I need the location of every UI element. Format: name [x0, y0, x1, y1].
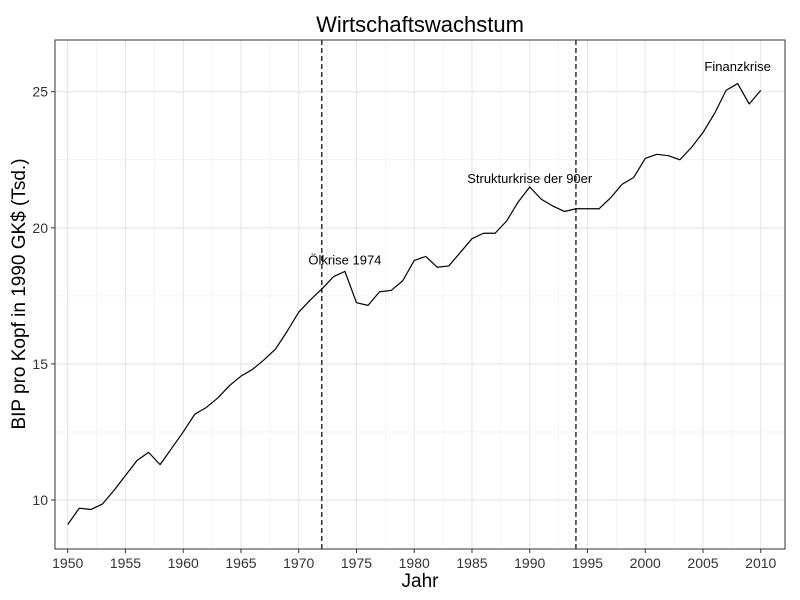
series-line [67, 82, 762, 525]
x-tick-label: 1980 [399, 555, 430, 571]
x-tick-label: 1995 [572, 555, 603, 571]
x-tick-label: 1990 [514, 555, 545, 571]
y-tick-label: 10 [32, 492, 48, 508]
x-axis-label: Jahr [401, 571, 439, 592]
x-tick-label: 1970 [283, 555, 314, 571]
x-tick-label: 1975 [341, 555, 372, 571]
series-layer [67, 82, 762, 525]
x-tick-label: 2000 [630, 555, 661, 571]
x-tick-label: 1985 [456, 555, 487, 571]
x-tick-label: 1965 [225, 555, 256, 571]
y-tick-label: 20 [32, 220, 48, 236]
y-axis-ticks: 10 15 20 25 [32, 84, 55, 508]
x-tick-label: 1955 [110, 555, 141, 571]
y-tick-label: 15 [32, 356, 48, 372]
annotation-label: Ölkrise 1974 [308, 252, 381, 267]
x-axis-ticks: 1950 1955 1960 1965 1970 1975 1980 1985 1990 1995… [52, 549, 777, 571]
minor-gridlines [55, 40, 785, 549]
y-tick-label: 25 [32, 84, 48, 100]
x-tick-label: 1960 [168, 555, 199, 571]
major-gridlines [55, 40, 785, 549]
annotations-layer: Ölkrise 1974 Strukturkrise der 90er Finanz… [308, 59, 770, 267]
chart-title: Wirtschaftswachstum [316, 12, 524, 37]
x-tick-label: 1950 [52, 555, 83, 571]
plot-panel-border [54, 39, 786, 550]
annotation-label: Strukturkrise der 90er [467, 171, 593, 186]
x-tick-label: 2010 [745, 555, 776, 571]
x-tick-label: 2005 [687, 555, 718, 571]
reference-lines [321, 40, 577, 549]
annotation-label: Finanzkrise [704, 59, 770, 74]
